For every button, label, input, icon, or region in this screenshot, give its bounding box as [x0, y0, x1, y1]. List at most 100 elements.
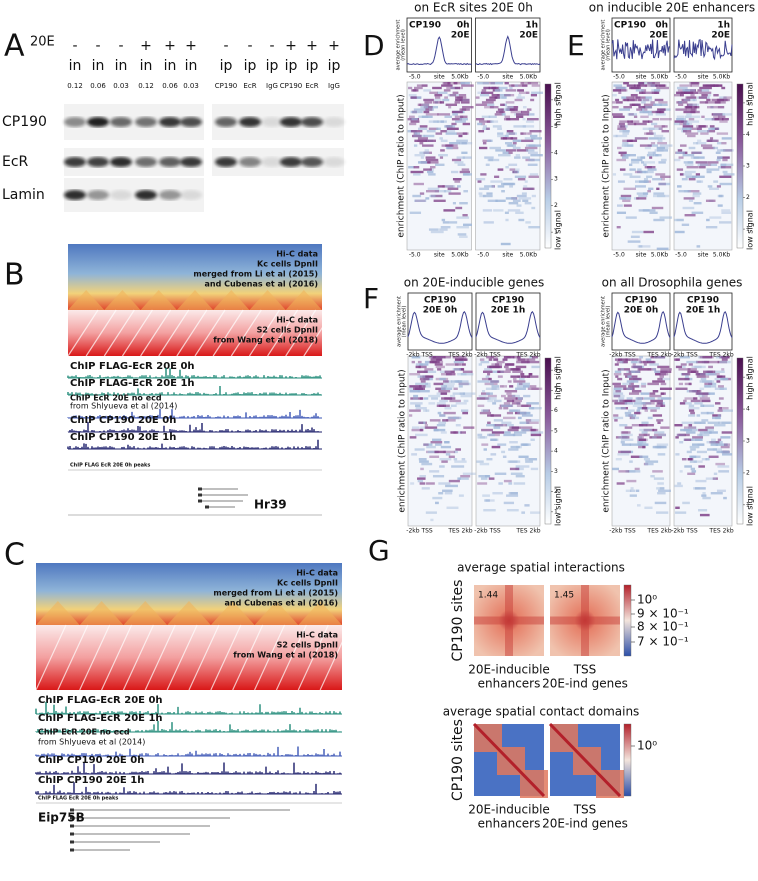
heatmap-cell — [717, 149, 726, 152]
profile-head: 20E — [451, 31, 470, 41]
heatmap-cell — [439, 377, 446, 381]
heatmap-cell — [461, 151, 468, 154]
heatmap-cell — [507, 209, 521, 212]
band — [64, 117, 86, 127]
heatmap-cell — [504, 82, 509, 85]
heatmap-cell — [441, 460, 448, 463]
heatmap-cell — [509, 185, 513, 188]
heatmap-cell — [487, 414, 494, 417]
heatmap-cell — [653, 103, 663, 106]
heatmap-cell — [706, 218, 710, 222]
heatmap-cell — [518, 197, 532, 200]
heatmap-cell — [526, 421, 539, 424]
heatmap-cell — [707, 130, 716, 133]
heatmap-cell — [694, 365, 706, 369]
heatmap-cell — [722, 409, 733, 412]
heatmap-cell — [530, 428, 537, 432]
heatmap-cell — [626, 479, 637, 483]
heatmap-x-label: 5.0Kb — [451, 252, 468, 259]
heatmap-cell — [657, 492, 666, 495]
heatmap-cell — [642, 106, 653, 109]
heatmap-cell — [619, 168, 626, 171]
colorbar — [736, 357, 744, 525]
heatmap-cell — [643, 163, 647, 166]
heatmap-cell — [436, 127, 441, 130]
tad — [210, 600, 255, 625]
heatmap-cell — [694, 421, 706, 424]
heatmap-cell — [656, 110, 664, 114]
heatmap-cell — [716, 185, 721, 188]
heatmap-cell — [515, 387, 526, 390]
heatmap-cell — [618, 470, 630, 473]
heatmap-cell — [434, 363, 443, 366]
heatmap-cell — [719, 407, 729, 410]
heatmap-cell — [656, 443, 669, 446]
heatmap-cell — [516, 115, 524, 118]
heatmap-cell — [413, 166, 420, 169]
heatmap-cell — [676, 433, 687, 437]
heatmap-cell — [612, 399, 619, 403]
heatmap-cell — [528, 226, 540, 229]
heatmap-cell — [647, 407, 661, 410]
heatmap-cell — [485, 375, 490, 378]
heatmap-cell — [428, 228, 439, 231]
heatmap-cell — [515, 154, 521, 157]
heatmap-cell — [522, 125, 535, 128]
profile-x-label: -2kb TSS — [609, 352, 636, 359]
heatmap-cell — [440, 139, 448, 142]
heatmap-cell — [637, 441, 644, 444]
heatmap-cell — [488, 115, 497, 118]
heatmap-cell — [686, 450, 692, 454]
heatmap-cell — [628, 358, 639, 361]
heatmap-cell — [619, 130, 630, 133]
heatmap-cell — [485, 98, 496, 102]
heatmap-cell — [632, 363, 636, 366]
heatmap-cell — [423, 370, 437, 373]
heatmap-cell — [687, 472, 696, 475]
heatmap-cell — [450, 170, 459, 174]
heatmap-cell — [415, 365, 421, 369]
heatmap-cell — [699, 397, 710, 400]
profile-head: 20E 0h — [624, 306, 658, 316]
heatmap-cell — [657, 365, 670, 369]
heatmap-cell — [695, 373, 700, 376]
heatmap-cell — [415, 382, 429, 386]
heatmap-cell — [617, 180, 625, 183]
profile-x-label: -5.0 — [477, 74, 489, 81]
heatmap-cell — [486, 392, 493, 395]
profile-x-label: site — [502, 74, 513, 81]
heatmap-cell — [649, 211, 658, 214]
heatmap-cell — [657, 482, 664, 485]
heatmap-cell — [696, 414, 701, 417]
blot-label: CP190 — [2, 114, 47, 130]
heatmap-cell — [524, 504, 530, 507]
heatmap-cell — [621, 156, 629, 159]
heatmap-cell — [407, 118, 412, 121]
heatmap-cell — [683, 197, 695, 200]
treatment-sign: + — [306, 38, 318, 54]
lane-label: in — [164, 58, 177, 74]
heatmap-cell — [612, 382, 621, 386]
g-y-label: CP190 sites — [450, 719, 466, 801]
exon — [205, 505, 209, 509]
heatmap-cell — [449, 221, 458, 224]
heatmap-cell — [681, 458, 687, 461]
heatmap-cell — [696, 127, 702, 130]
hic-stripe — [248, 309, 280, 357]
heatmap-cell — [481, 392, 490, 395]
heatmap-cell — [426, 445, 436, 449]
heatmap-cell — [656, 146, 665, 150]
heatmap-cell — [621, 433, 633, 437]
heatmap-cell — [413, 108, 426, 111]
heatmap-cell — [460, 431, 466, 434]
band — [239, 117, 261, 127]
heatmap-cell — [443, 385, 455, 388]
heatmap-cell — [515, 465, 520, 468]
heatmap-cell — [431, 397, 438, 400]
g-x-label: TSS — [573, 803, 597, 817]
heatmap-cell — [501, 108, 510, 111]
heatmap-cell — [490, 438, 499, 441]
heatmap-cell — [441, 84, 453, 87]
heatmap-cell — [522, 199, 529, 202]
colorbar — [623, 723, 632, 797]
